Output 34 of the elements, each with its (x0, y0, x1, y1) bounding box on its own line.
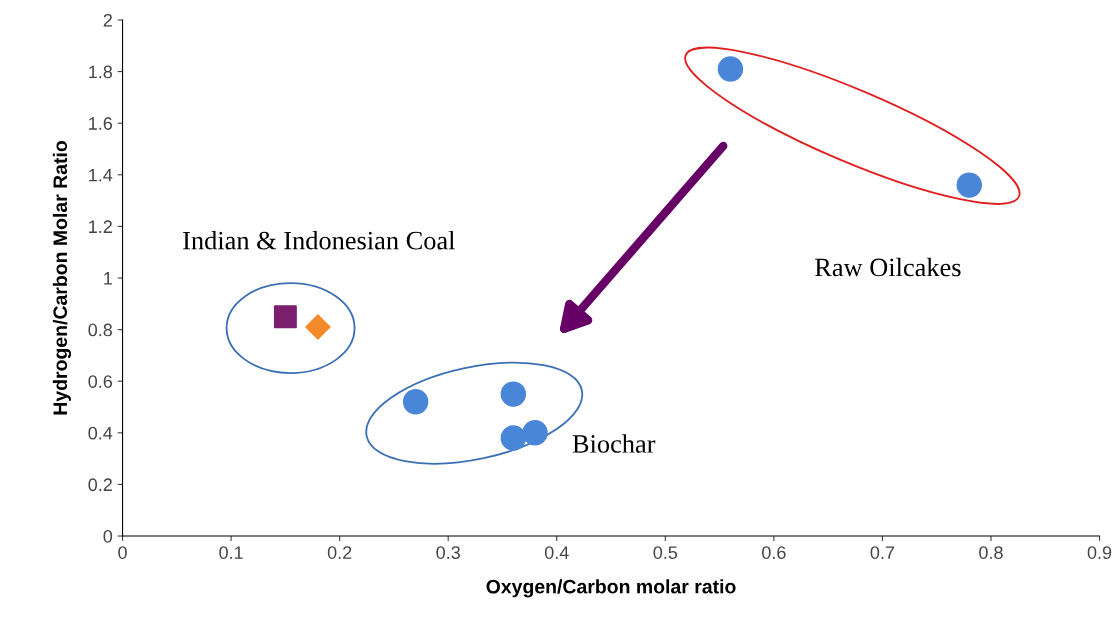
x-tick-label: 0.9 (1087, 546, 1112, 559)
point (956, 172, 982, 198)
y-tick-label: 0 (103, 529, 113, 543)
x-tick-label: 0.3 (436, 546, 460, 559)
y-tick-label: 0.2 (88, 478, 112, 492)
y-tick-label: 1 (104, 272, 112, 285)
y-tick-label: 0.8 (88, 323, 113, 337)
y-tick-label: 1.2 (89, 220, 112, 233)
x-tick-label: 0 (118, 546, 127, 559)
x-tick-label: 0.1 (219, 546, 243, 559)
y-tick-label: 1.6 (89, 117, 113, 130)
x-tick-label: 0.7 (870, 546, 895, 559)
point (717, 56, 744, 82)
point (402, 389, 429, 415)
point (500, 425, 527, 451)
point (500, 381, 527, 407)
annotation: Biochar (572, 434, 656, 453)
y-tick-label: 2 (103, 13, 112, 27)
x-tick-label: 0.4 (544, 546, 569, 559)
point (273, 305, 297, 329)
x-tick-label: 0.8 (979, 546, 1003, 559)
annotation: Indian & Indonesian Coal (183, 230, 455, 250)
y-tick-label: 1.4 (89, 168, 113, 182)
point (305, 314, 331, 340)
point (522, 420, 548, 446)
y-tick-label: 0.6 (88, 375, 113, 388)
x-tick-label: 0.5 (653, 546, 678, 559)
x-tick-label: 0.6 (762, 546, 786, 559)
annotation: Raw Oilcakes (815, 257, 961, 277)
x-tick-label: 0.2 (327, 546, 352, 559)
y-tick-label: 0.4 (88, 426, 113, 440)
y-axis-title: Hydrogen/Carbon Molar Ratio (52, 141, 72, 415)
x-axis-title: Oxygen/Carbon molar ratio (486, 579, 736, 598)
y-tick-label: 1.8 (89, 65, 113, 79)
